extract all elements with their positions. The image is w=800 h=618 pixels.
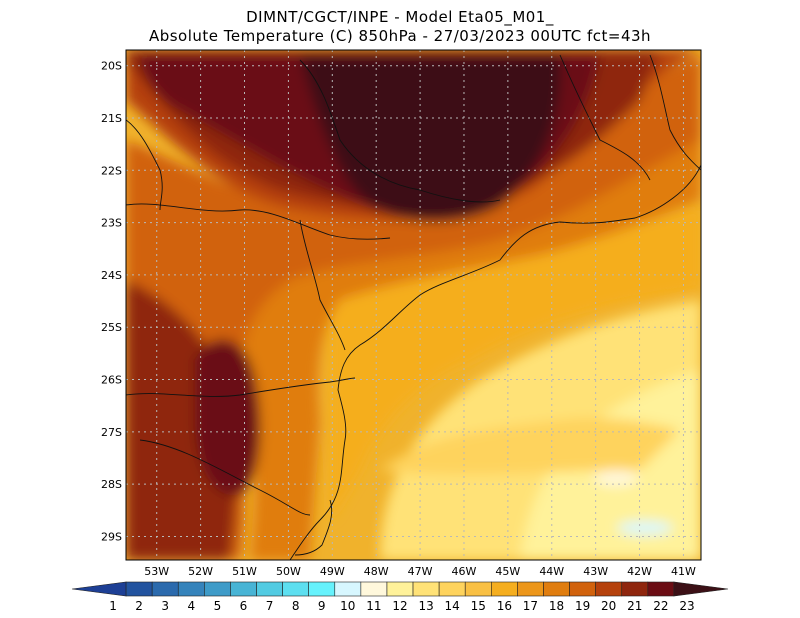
colorbar-swatch <box>204 581 231 597</box>
boundaries <box>126 54 701 560</box>
colorbar-label: 17 <box>523 599 538 613</box>
colorbar-label: 22 <box>653 599 668 613</box>
colorbar-label: 8 <box>292 599 300 613</box>
colorbar-swatch <box>621 581 649 597</box>
colorbar-swatch <box>517 581 544 597</box>
colorbar-label: 10 <box>340 599 355 613</box>
colorbar-swatch <box>569 581 596 597</box>
colorbar-label: 1 <box>109 599 117 613</box>
colorbar-swatch <box>308 581 336 597</box>
colorbar-label: 11 <box>366 599 381 613</box>
coastline <box>289 164 701 560</box>
longitude-labels: 53W 52W 51W 50W 49W 48W 47W 46W 45W 44W 43W 42W 41W <box>144 565 696 578</box>
colorbar-label: 16 <box>497 599 512 613</box>
lon-label: 48W <box>364 565 389 578</box>
colorbar-label: 5 <box>214 599 222 613</box>
colorbar-swatch <box>282 581 309 597</box>
lat-label: 20S <box>101 60 122 73</box>
lat-label: 29S <box>101 530 122 543</box>
colorbar-label: 13 <box>418 599 433 613</box>
lat-label: 24S <box>101 269 122 282</box>
lon-label: 46W <box>452 565 477 578</box>
plot-border <box>125 49 702 561</box>
colorbar-label: 23 <box>679 599 694 613</box>
colorbar-label: 15 <box>471 599 486 613</box>
lat-lon-grid <box>126 50 701 560</box>
colorbar-label: 9 <box>318 599 326 613</box>
lat-label: 28S <box>101 478 122 491</box>
lagoon <box>294 499 333 556</box>
colorbar-label: 7 <box>266 599 274 613</box>
colorbar-swatch <box>71 581 127 597</box>
colorbar-label: 3 <box>161 599 169 613</box>
lat-label: 23S <box>101 217 122 230</box>
lon-label: 47W <box>408 565 433 578</box>
colorbar-label: 14 <box>445 599 460 613</box>
lon-label: 49W <box>320 565 345 578</box>
colorbar-label: 6 <box>240 599 248 613</box>
colorbar-swatch <box>412 581 440 597</box>
latitude-labels: 20S 21S 22S 23S 24S 25S 26S 27S 28S 29S <box>101 60 122 544</box>
colorbar-swatch <box>334 581 362 597</box>
state-border-7 <box>649 54 701 171</box>
colorbar-swatch <box>647 581 675 597</box>
colorbar-swatch <box>464 581 492 597</box>
colorbar-label: 4 <box>187 599 195 613</box>
state-border-3 <box>126 377 356 397</box>
lon-label: 41W <box>671 565 696 578</box>
colorbar-swatch <box>125 581 153 597</box>
zone-west-belt <box>126 280 237 560</box>
state-border-5 <box>299 59 501 203</box>
lon-label: 43W <box>583 565 608 578</box>
zone-west-core <box>195 339 260 496</box>
map-title: DIMNT/CGCT/INPE - Model Eta05_M01_ <box>246 8 554 26</box>
lon-label: 42W <box>627 565 652 578</box>
colorbar-label: 2 <box>135 599 143 613</box>
lon-label: 51W <box>232 565 257 578</box>
lat-label: 27S <box>101 426 122 439</box>
lat-label: 22S <box>101 164 122 177</box>
state-border-1 <box>126 203 391 240</box>
colorbar-swatch <box>595 581 623 597</box>
colorbar-swatch <box>673 581 729 597</box>
state-border-2 <box>299 219 346 351</box>
lat-label: 26S <box>101 374 122 387</box>
state-border-6 <box>559 54 651 181</box>
map-subtitle: Absolute Temperature (C) 850hPa - 27/03/… <box>148 27 652 45</box>
colorbar-swatch <box>386 581 414 597</box>
zone-ocean-cream <box>594 470 638 486</box>
colorbar-label: 12 <box>392 599 407 613</box>
state-border-4 <box>139 439 311 516</box>
lon-label: 44W <box>539 565 564 578</box>
lon-label: 53W <box>144 565 169 578</box>
zone-ocean-warm <box>380 418 680 475</box>
lon-label: 52W <box>188 565 213 578</box>
colorbar-label: 20 <box>601 599 616 613</box>
colorbar-swatch <box>177 581 205 597</box>
colorbar-label: 19 <box>575 599 590 613</box>
colorbar-swatch <box>230 581 257 597</box>
lat-label: 21S <box>101 112 122 125</box>
colorbar-swatch <box>543 581 570 597</box>
colorbar-swatch <box>360 581 388 597</box>
lon-label: 50W <box>276 565 301 578</box>
zone-north-max <box>300 55 561 222</box>
colorbar-label: 18 <box>549 599 564 613</box>
colorbar-swatch <box>491 581 518 597</box>
temperature-field <box>126 50 701 560</box>
colorbar-swatch <box>151 581 179 597</box>
colorbar-swatch <box>256 581 283 597</box>
zone-inland-belt <box>126 55 701 560</box>
zone-ocean-cool <box>617 521 673 535</box>
state-border-8 <box>126 119 163 211</box>
colorbar-label: 21 <box>627 599 642 613</box>
colorbar-swatch <box>438 581 466 597</box>
zone-ocean-mid <box>330 205 701 520</box>
lon-label: 45W <box>495 565 520 578</box>
lat-label: 25S <box>101 321 122 334</box>
colorbar: 1 2 3 4 5 6 7 8 9 10 11 12 13 14 15 16 17 18 19 20 21 22 23 <box>71 581 729 613</box>
